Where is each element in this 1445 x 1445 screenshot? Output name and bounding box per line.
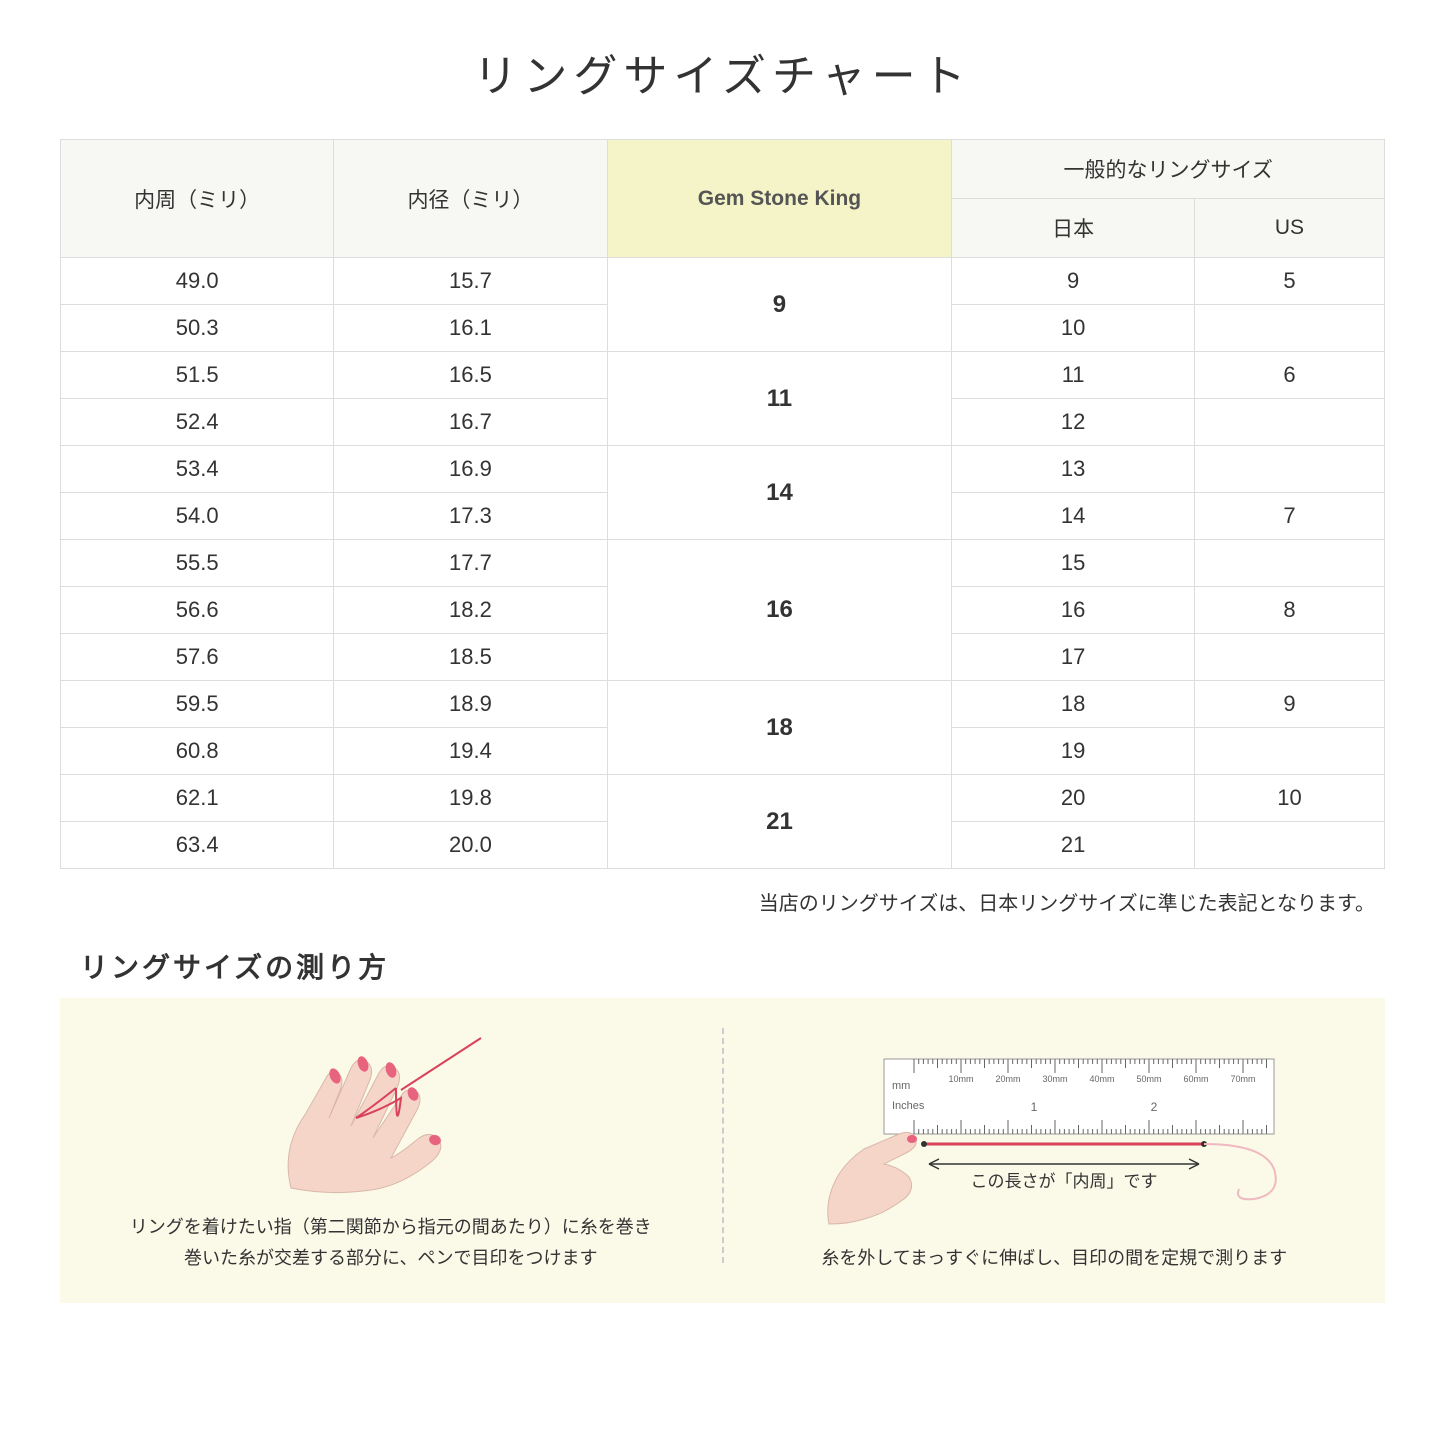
cell-japan: 14: [952, 493, 1195, 540]
cell-gsk: 21: [607, 775, 952, 869]
cell-japan: 11: [952, 352, 1195, 399]
svg-text:60mm: 60mm: [1184, 1074, 1209, 1084]
cell-us: 10: [1194, 775, 1384, 822]
cell-us: [1194, 728, 1384, 775]
cell-us: 9: [1194, 681, 1384, 728]
cell-diameter: 18.9: [334, 681, 607, 728]
header-circumference: 内周（ミリ）: [61, 140, 334, 258]
header-japan: 日本: [952, 199, 1195, 258]
svg-text:30mm: 30mm: [1043, 1074, 1068, 1084]
cell-japan: 15: [952, 540, 1195, 587]
cell-gsk: 14: [607, 446, 952, 540]
measure-left: リングを着けたい指（第二関節から指元の間あたり）に糸を巻き巻いた糸が交差する部分…: [90, 1018, 692, 1273]
cell-japan: 16: [952, 587, 1195, 634]
cell-diameter: 15.7: [334, 258, 607, 305]
table-row: 59.518.918189: [61, 681, 1385, 728]
cell-circumference: 59.5: [61, 681, 334, 728]
measure-title: リングサイズの測り方: [60, 946, 1385, 986]
table-row: 53.416.91413: [61, 446, 1385, 493]
cell-circumference: 56.6: [61, 587, 334, 634]
header-common: 一般的なリングサイズ: [952, 140, 1385, 199]
hand-wrap-icon: [251, 1018, 531, 1198]
cell-us: [1194, 634, 1384, 681]
svg-text:2: 2: [1151, 1100, 1158, 1114]
svg-text:70mm: 70mm: [1231, 1074, 1256, 1084]
cell-japan: 21: [952, 822, 1195, 869]
cell-diameter: 16.5: [334, 352, 607, 399]
cell-diameter: 16.9: [334, 446, 607, 493]
svg-text:50mm: 50mm: [1137, 1074, 1162, 1084]
cell-diameter: 16.7: [334, 399, 607, 446]
cell-gsk: 9: [607, 258, 952, 352]
cell-japan: 18: [952, 681, 1195, 728]
cell-japan: 13: [952, 446, 1195, 493]
table-row: 62.119.8212010: [61, 775, 1385, 822]
divider: [722, 1028, 724, 1263]
measure-panel: リングを着けたい指（第二関節から指元の間あたり）に糸を巻き巻いた糸が交差する部分…: [60, 998, 1385, 1303]
cell-japan: 20: [952, 775, 1195, 822]
table-row: 51.516.511116: [61, 352, 1385, 399]
cell-gsk: 11: [607, 352, 952, 446]
cell-japan: 12: [952, 399, 1195, 446]
cell-circumference: 55.5: [61, 540, 334, 587]
ring-size-table: 内周（ミリ） 内径（ミリ） Gem Stone King 一般的なリングサイズ …: [60, 139, 1385, 869]
cell-diameter: 18.2: [334, 587, 607, 634]
cell-japan: 19: [952, 728, 1195, 775]
ruler-measure-icon: mm Inches 10mm 20mm 30mm 40mm 50mm 60mm 70mm 1…: [824, 1049, 1284, 1229]
cell-diameter: 19.8: [334, 775, 607, 822]
page-title: リングサイズチャート: [60, 40, 1385, 104]
cell-circumference: 51.5: [61, 352, 334, 399]
cell-circumference: 57.6: [61, 634, 334, 681]
cell-gsk: 18: [607, 681, 952, 775]
measure-right: mm Inches 10mm 20mm 30mm 40mm 50mm 60mm 70mm 1…: [754, 1018, 1356, 1273]
footnote: 当店のリングサイズは、日本リングサイズに準じた表記となります。: [60, 887, 1385, 916]
table-row: 49.015.7995: [61, 258, 1385, 305]
header-diameter: 内径（ミリ）: [334, 140, 607, 258]
svg-text:1: 1: [1031, 1100, 1038, 1114]
cell-us: 6: [1194, 352, 1384, 399]
svg-text:Inches: Inches: [892, 1100, 925, 1112]
table-row: 55.517.71615: [61, 540, 1385, 587]
cell-circumference: 50.3: [61, 305, 334, 352]
cell-us: [1194, 305, 1384, 352]
cell-us: 8: [1194, 587, 1384, 634]
cell-diameter: 18.5: [334, 634, 607, 681]
svg-text:10mm: 10mm: [949, 1074, 974, 1084]
cell-diameter: 17.3: [334, 493, 607, 540]
cell-us: [1194, 822, 1384, 869]
svg-text:mm: mm: [892, 1080, 910, 1092]
cell-diameter: 16.1: [334, 305, 607, 352]
cell-circumference: 60.8: [61, 728, 334, 775]
svg-text:40mm: 40mm: [1090, 1074, 1115, 1084]
cell-japan: 9: [952, 258, 1195, 305]
cell-circumference: 49.0: [61, 258, 334, 305]
cell-circumference: 53.4: [61, 446, 334, 493]
cell-diameter: 20.0: [334, 822, 607, 869]
cell-us: 5: [1194, 258, 1384, 305]
cell-circumference: 63.4: [61, 822, 334, 869]
measure-right-caption: 糸を外してまっすぐに伸ばし、目印の間を定規で測ります: [821, 1243, 1287, 1274]
svg-text:20mm: 20mm: [996, 1074, 1021, 1084]
cell-japan: 10: [952, 305, 1195, 352]
cell-us: [1194, 399, 1384, 446]
cell-circumference: 52.4: [61, 399, 334, 446]
cell-us: [1194, 540, 1384, 587]
cell-circumference: 62.1: [61, 775, 334, 822]
cell-circumference: 54.0: [61, 493, 334, 540]
cell-gsk: 16: [607, 540, 952, 681]
cell-us: 7: [1194, 493, 1384, 540]
measure-left-caption: リングを着けたい指（第二関節から指元の間あたり）に糸を巻き巻いた糸が交差する部分…: [130, 1212, 652, 1273]
cell-diameter: 17.7: [334, 540, 607, 587]
cell-diameter: 19.4: [334, 728, 607, 775]
header-us: US: [1194, 199, 1384, 258]
cell-us: [1194, 446, 1384, 493]
svg-text:この長さが「内周」です: この長さが「内周」です: [971, 1172, 1158, 1191]
cell-japan: 17: [952, 634, 1195, 681]
header-gsk: Gem Stone King: [607, 140, 952, 258]
